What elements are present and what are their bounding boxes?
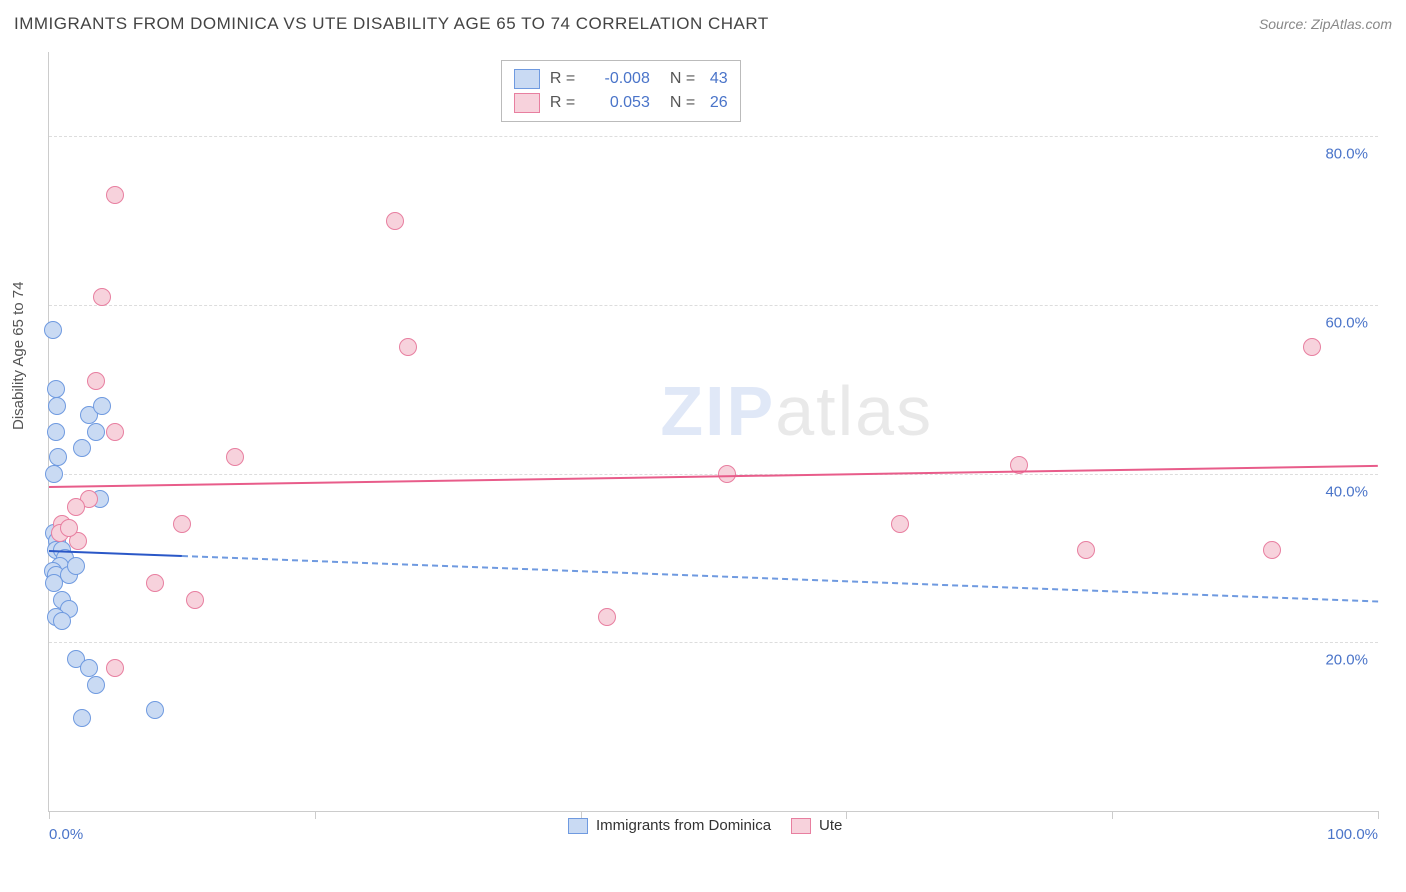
data-point	[87, 372, 105, 390]
x-tick	[315, 811, 316, 819]
data-point	[47, 380, 65, 398]
data-point	[106, 423, 124, 441]
data-point	[146, 574, 164, 592]
data-point	[186, 591, 204, 609]
legend-n-value: 26	[710, 94, 728, 112]
data-point	[87, 676, 105, 694]
gridline	[49, 136, 1378, 137]
title-bar: IMMIGRANTS FROM DOMINICA VS UTE DISABILI…	[14, 14, 1392, 34]
x-tick	[1378, 811, 1379, 819]
source-attribution: Source: ZipAtlas.com	[1259, 16, 1392, 32]
watermark: ZIPatlas	[660, 371, 933, 451]
legend-label: Ute	[819, 817, 842, 834]
data-point	[1077, 541, 1095, 559]
legend-item: Immigrants from Dominica	[568, 817, 771, 834]
data-point	[45, 574, 63, 592]
data-point	[73, 709, 91, 727]
series-legend: Immigrants from Dominica Ute	[568, 817, 842, 834]
data-point	[67, 557, 85, 575]
legend-n-label: N =	[670, 94, 700, 112]
data-point	[44, 321, 62, 339]
legend-item: Ute	[791, 817, 842, 834]
data-point	[1263, 541, 1281, 559]
data-point	[93, 397, 111, 415]
data-point	[106, 186, 124, 204]
x-tick-label-min: 0.0%	[49, 826, 83, 843]
data-point	[146, 701, 164, 719]
chart-title: IMMIGRANTS FROM DOMINICA VS UTE DISABILI…	[14, 14, 769, 34]
y-tick-label: 80.0%	[1325, 146, 1368, 163]
legend-swatch	[791, 818, 811, 834]
y-tick-label: 60.0%	[1325, 315, 1368, 332]
data-point	[718, 465, 736, 483]
data-point	[598, 608, 616, 626]
legend-r-value: 0.053	[588, 94, 650, 112]
y-tick-label: 20.0%	[1325, 652, 1368, 669]
legend-swatch	[514, 69, 540, 89]
data-point	[53, 612, 71, 630]
data-point	[49, 448, 67, 466]
data-point	[87, 423, 105, 441]
data-point	[47, 423, 65, 441]
legend-r-label: R =	[550, 94, 578, 112]
legend-n-value: 43	[710, 70, 728, 88]
regression-line	[182, 555, 1378, 603]
data-point	[1303, 338, 1321, 356]
legend-swatch	[514, 93, 540, 113]
data-point	[73, 439, 91, 457]
legend-n-label: N =	[670, 70, 700, 88]
data-point	[386, 212, 404, 230]
data-point	[67, 498, 85, 516]
data-point	[226, 448, 244, 466]
x-tick	[846, 811, 847, 819]
legend-swatch	[568, 818, 588, 834]
data-point	[173, 515, 191, 533]
legend-r-label: R =	[550, 70, 578, 88]
scatter-plot: ZIPatlas 20.0%40.0%60.0%80.0%0.0%100.0%R…	[48, 52, 1378, 812]
x-tick	[1112, 811, 1113, 819]
gridline	[49, 642, 1378, 643]
y-tick-label: 40.0%	[1325, 483, 1368, 500]
x-tick-label-max: 100.0%	[1327, 826, 1378, 843]
legend-r-value: -0.008	[588, 70, 650, 88]
watermark-part-b: atlas	[775, 372, 933, 450]
y-axis-label: Disability Age 65 to 74	[10, 282, 27, 430]
data-point	[60, 519, 78, 537]
data-point	[106, 659, 124, 677]
data-point	[80, 659, 98, 677]
legend-row: R = 0.053 N = 26	[514, 91, 728, 115]
gridline	[49, 305, 1378, 306]
watermark-part-a: ZIP	[660, 372, 775, 450]
regression-line	[49, 465, 1378, 488]
correlation-legend: R = -0.008 N = 43 R = 0.053 N = 26	[501, 60, 741, 122]
data-point	[45, 465, 63, 483]
legend-label: Immigrants from Dominica	[596, 817, 771, 834]
data-point	[891, 515, 909, 533]
data-point	[48, 397, 66, 415]
x-tick	[49, 811, 50, 819]
data-point	[399, 338, 417, 356]
legend-row: R = -0.008 N = 43	[514, 67, 728, 91]
data-point	[93, 288, 111, 306]
